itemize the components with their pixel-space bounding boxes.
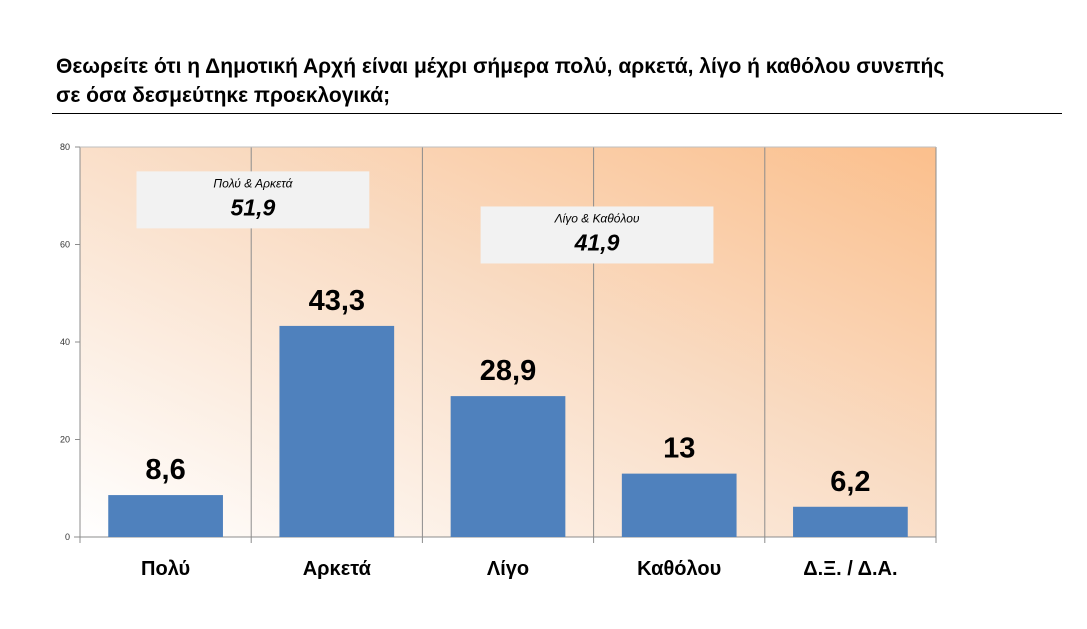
y-tick-label: 80 [60, 142, 70, 152]
annotation-caption: Πολύ & Αρκετά [213, 176, 293, 190]
data-label: 43,3 [309, 285, 365, 317]
chart-title-line2: σε όσα δεσμεύτηκε προεκλογικά; [56, 84, 391, 107]
chart-title: Θεωρείτε ότι η Δημοτική Αρχή είναι μέχρι… [56, 52, 1066, 110]
bar [621, 473, 737, 537]
category-label: Λίγο [487, 558, 529, 580]
y-tick-label: 60 [60, 240, 70, 250]
data-label: 13 [663, 433, 695, 465]
title-divider [52, 113, 1062, 114]
category-label: Πολύ [141, 558, 190, 580]
bar [108, 495, 223, 537]
data-label: 8,6 [145, 454, 185, 486]
y-tick-label: 0 [65, 532, 70, 542]
data-label: 6,2 [830, 466, 870, 498]
annotation-box [136, 171, 370, 229]
data-label: 28,9 [480, 355, 536, 387]
bar [279, 325, 395, 537]
annotation-box [480, 206, 714, 264]
annotation-value: 41,9 [574, 229, 620, 255]
category-label: Δ.Ξ. / Δ.Α. [803, 558, 897, 580]
annotation-value: 51,9 [231, 194, 276, 220]
bar [450, 396, 566, 537]
y-tick-label: 20 [60, 435, 70, 445]
bar [793, 506, 908, 537]
chart-title-line1: Θεωρείτε ότι η Δημοτική Αρχή είναι μέχρι… [56, 55, 945, 78]
category-label: Καθόλου [637, 558, 721, 580]
category-label: Αρκετά [303, 558, 372, 580]
annotation-caption: Λίγο & Καθόλου [554, 211, 640, 225]
y-tick-label: 40 [60, 337, 70, 347]
